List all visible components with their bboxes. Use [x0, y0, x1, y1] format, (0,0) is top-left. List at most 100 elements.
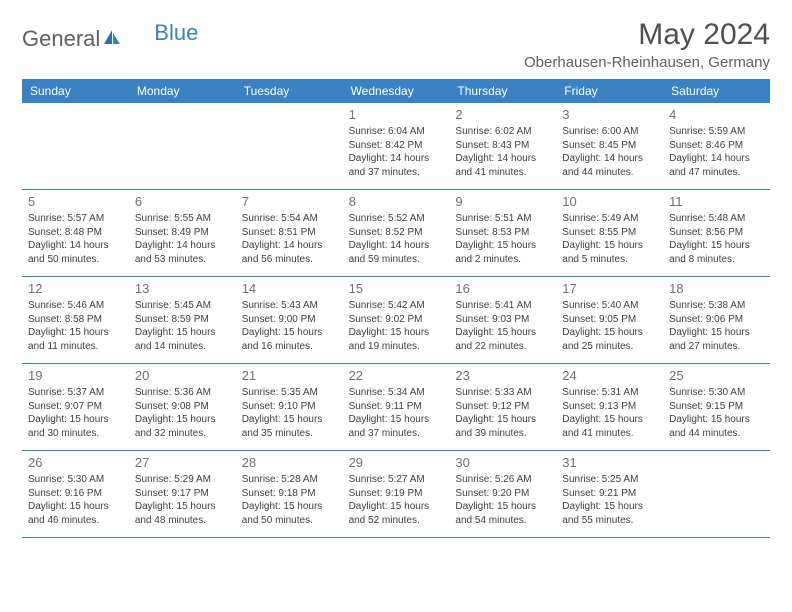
calendar-week: 5Sunrise: 5:57 AMSunset: 8:48 PMDaylight…	[22, 190, 770, 277]
calendar-day: 17 Sunrise: 5:40 AMSunset: 9:05 PMDayligh…	[556, 277, 663, 363]
day-info: Sunrise: 5:25 AMSunset: 9:21 PMDaylight:…	[562, 473, 657, 527]
brand-name-part1: General	[22, 26, 100, 52]
day-info: Sunrise: 5:27 AMSunset: 9:19 PMDaylight:…	[349, 473, 444, 527]
calendar-day: 25 Sunrise: 5:30 AMSunset: 9:15 PMDayligh…	[663, 364, 770, 450]
day-number: 14	[242, 281, 337, 296]
day-number: 26	[28, 455, 123, 470]
weekday-header-row: SundayMondayTuesdayWednesdayThursdayFrid…	[22, 79, 770, 103]
day-info: Sunrise: 5:43 AMSunset: 9:00 PMDaylight:…	[242, 299, 337, 353]
month-title: May 2024	[524, 18, 770, 52]
calendar-week: 12Sunrise: 5:46 AMSunset: 8:58 PMDayligh…	[22, 277, 770, 364]
day-info: Sunrise: 5:40 AMSunset: 9:05 PMDaylight:…	[562, 299, 657, 353]
calendar-day: 3Sunrise: 6:00 AMSunset: 8:45 PMDaylight…	[556, 103, 663, 189]
day-info: Sunrise: 6:02 AMSunset: 8:43 PMDaylight:…	[455, 125, 550, 179]
calendar-day: 19 Sunrise: 5:37 AMSunset: 9:07 PMDayligh…	[22, 364, 129, 450]
day-number: 25	[669, 368, 764, 383]
day-info: Sunrise: 5:41 AMSunset: 9:03 PMDaylight:…	[455, 299, 550, 353]
calendar-day-empty	[129, 103, 236, 189]
day-number: 16	[455, 281, 550, 296]
calendar-day: 22 Sunrise: 5:34 AMSunset: 9:11 PMDayligh…	[343, 364, 450, 450]
calendar-week: 1 Sunrise: 6:04 AMSunset: 8:42 PMDaylight…	[22, 103, 770, 190]
calendar-day: 7 Sunrise: 5:54 AMSunset: 8:51 PMDaylight…	[236, 190, 343, 276]
calendar-day: 1 Sunrise: 6:04 AMSunset: 8:42 PMDaylight…	[343, 103, 450, 189]
day-info: Sunrise: 5:45 AMSunset: 8:59 PMDaylight:…	[135, 299, 230, 353]
calendar-day: 5Sunrise: 5:57 AMSunset: 8:48 PMDaylight…	[22, 190, 129, 276]
header: General Blue May 2024 Oberhausen-Rheinha…	[22, 18, 770, 71]
day-info: Sunrise: 5:30 AMSunset: 9:15 PMDaylight:…	[669, 386, 764, 440]
weekday-header: Friday	[556, 79, 663, 103]
sail-icon	[102, 28, 122, 51]
calendar-day: 14 Sunrise: 5:43 AMSunset: 9:00 PMDayligh…	[236, 277, 343, 363]
calendar-grid: 1 Sunrise: 6:04 AMSunset: 8:42 PMDaylight…	[22, 103, 770, 538]
day-number: 4	[669, 107, 764, 122]
calendar-day-empty	[22, 103, 129, 189]
day-info: Sunrise: 5:34 AMSunset: 9:11 PMDaylight:…	[349, 386, 444, 440]
day-number: 7	[242, 194, 337, 209]
day-number: 30	[455, 455, 550, 470]
day-number: 24	[562, 368, 657, 383]
weekday-header: Tuesday	[236, 79, 343, 103]
day-info: Sunrise: 5:54 AMSunset: 8:51 PMDaylight:…	[242, 212, 337, 266]
day-number: 10	[562, 194, 657, 209]
calendar-day: 24 Sunrise: 5:31 AMSunset: 9:13 PMDayligh…	[556, 364, 663, 450]
day-number: 29	[349, 455, 444, 470]
day-info: Sunrise: 5:37 AMSunset: 9:07 PMDaylight:…	[28, 386, 123, 440]
day-number: 2	[455, 107, 550, 122]
title-block: May 2024 Oberhausen-Rheinhausen, Germany	[524, 18, 770, 71]
brand-logo: General Blue	[22, 18, 198, 52]
calendar-day: 4 Sunrise: 5:59 AMSunset: 8:46 PMDaylight…	[663, 103, 770, 189]
day-number: 9	[455, 194, 550, 209]
calendar-day: 26 Sunrise: 5:30 AMSunset: 9:16 PMDayligh…	[22, 451, 129, 537]
day-info: Sunrise: 5:28 AMSunset: 9:18 PMDaylight:…	[242, 473, 337, 527]
calendar-day: 16 Sunrise: 5:41 AMSunset: 9:03 PMDayligh…	[449, 277, 556, 363]
day-number: 17	[562, 281, 657, 296]
day-info: Sunrise: 5:55 AMSunset: 8:49 PMDaylight:…	[135, 212, 230, 266]
calendar-day: 23Sunrise: 5:33 AMSunset: 9:12 PMDayligh…	[449, 364, 556, 450]
day-info: Sunrise: 5:51 AMSunset: 8:53 PMDaylight:…	[455, 212, 550, 266]
weekday-header: Sunday	[22, 79, 129, 103]
calendar-day: 15Sunrise: 5:42 AMSunset: 9:02 PMDayligh…	[343, 277, 450, 363]
calendar-day: 29 Sunrise: 5:27 AMSunset: 9:19 PMDayligh…	[343, 451, 450, 537]
calendar-day: 13 Sunrise: 5:45 AMSunset: 8:59 PMDayligh…	[129, 277, 236, 363]
location-label: Oberhausen-Rheinhausen, Germany	[524, 54, 770, 71]
day-info: Sunrise: 6:00 AMSunset: 8:45 PMDaylight:…	[562, 125, 657, 179]
calendar-day: 10 Sunrise: 5:49 AMSunset: 8:55 PMDayligh…	[556, 190, 663, 276]
calendar-day: 18 Sunrise: 5:38 AMSunset: 9:06 PMDayligh…	[663, 277, 770, 363]
calendar-day: 21 Sunrise: 5:35 AMSunset: 9:10 PMDayligh…	[236, 364, 343, 450]
day-info: Sunrise: 5:59 AMSunset: 8:46 PMDaylight:…	[669, 125, 764, 179]
calendar: SundayMondayTuesdayWednesdayThursdayFrid…	[22, 79, 770, 538]
calendar-week: 26 Sunrise: 5:30 AMSunset: 9:16 PMDayligh…	[22, 451, 770, 538]
day-info: Sunrise: 5:38 AMSunset: 9:06 PMDaylight:…	[669, 299, 764, 353]
brand-name-part2: Blue	[154, 20, 198, 46]
day-info: Sunrise: 5:30 AMSunset: 9:16 PMDaylight:…	[28, 473, 123, 527]
weekday-header: Monday	[129, 79, 236, 103]
weekday-header: Wednesday	[343, 79, 450, 103]
day-info: Sunrise: 6:04 AMSunset: 8:42 PMDaylight:…	[349, 125, 444, 179]
calendar-day: 28Sunrise: 5:28 AMSunset: 9:18 PMDayligh…	[236, 451, 343, 537]
day-info: Sunrise: 5:48 AMSunset: 8:56 PMDaylight:…	[669, 212, 764, 266]
day-info: Sunrise: 5:49 AMSunset: 8:55 PMDaylight:…	[562, 212, 657, 266]
day-info: Sunrise: 5:31 AMSunset: 9:13 PMDaylight:…	[562, 386, 657, 440]
day-number: 22	[349, 368, 444, 383]
day-number: 19	[28, 368, 123, 383]
day-number: 13	[135, 281, 230, 296]
day-info: Sunrise: 5:52 AMSunset: 8:52 PMDaylight:…	[349, 212, 444, 266]
day-info: Sunrise: 5:35 AMSunset: 9:10 PMDaylight:…	[242, 386, 337, 440]
calendar-day: 9 Sunrise: 5:51 AMSunset: 8:53 PMDaylight…	[449, 190, 556, 276]
day-info: Sunrise: 5:33 AMSunset: 9:12 PMDaylight:…	[455, 386, 550, 440]
calendar-day: 31 Sunrise: 5:25 AMSunset: 9:21 PMDayligh…	[556, 451, 663, 537]
weekday-header: Thursday	[449, 79, 556, 103]
weekday-header: Saturday	[663, 79, 770, 103]
day-number: 27	[135, 455, 230, 470]
calendar-day-empty	[663, 451, 770, 537]
day-number: 1	[349, 107, 444, 122]
calendar-day: 12Sunrise: 5:46 AMSunset: 8:58 PMDayligh…	[22, 277, 129, 363]
day-number: 18	[669, 281, 764, 296]
calendar-day-empty	[236, 103, 343, 189]
day-number: 31	[562, 455, 657, 470]
day-info: Sunrise: 5:46 AMSunset: 8:58 PMDaylight:…	[28, 299, 123, 353]
calendar-day: 2 Sunrise: 6:02 AMSunset: 8:43 PMDaylight…	[449, 103, 556, 189]
day-number: 6	[135, 194, 230, 209]
day-number: 20	[135, 368, 230, 383]
day-number: 21	[242, 368, 337, 383]
